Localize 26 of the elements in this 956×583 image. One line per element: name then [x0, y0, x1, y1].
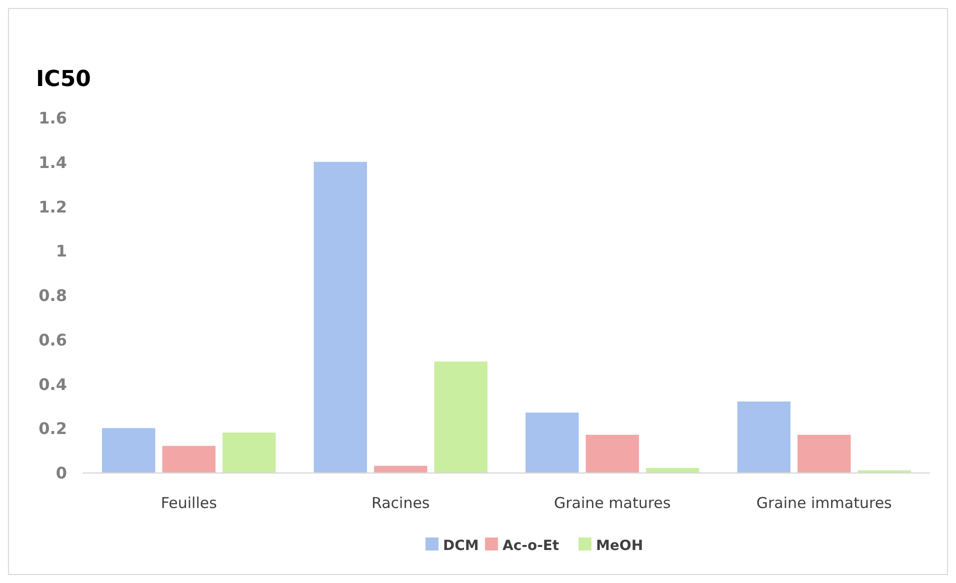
bar	[526, 412, 579, 474]
y-tick-label: 1	[56, 242, 67, 261]
legend-label: Ac-o-Et	[502, 538, 560, 554]
x-tick-label: Feuilles	[160, 494, 218, 512]
y-tick-label: 0	[56, 464, 67, 483]
bar	[102, 428, 156, 474]
y-tick-label: 0.2	[38, 419, 67, 438]
bar	[222, 432, 276, 474]
bar	[314, 162, 368, 474]
y-tick-label: 1.2	[38, 197, 67, 216]
bar	[798, 434, 851, 474]
legend-label: MeOH	[596, 538, 644, 554]
y-tick-label: 0.6	[38, 330, 67, 350]
y-tick-label: 1.4	[38, 152, 67, 172]
bar	[586, 434, 639, 474]
y-tick-label: 0.8	[38, 286, 67, 306]
chart-title: IC50	[36, 67, 91, 92]
bar	[737, 402, 791, 474]
y-tick-label: 0.4	[38, 374, 67, 394]
x-tick-label: Graine matures	[554, 494, 671, 512]
bar	[162, 446, 216, 474]
y-tick-label: 1.6	[38, 108, 67, 128]
legend-label: DCM	[443, 538, 479, 554]
x-tick-label: Graine immatures	[756, 494, 892, 512]
x-tick-label: Racines	[372, 494, 430, 512]
bar	[434, 362, 488, 474]
